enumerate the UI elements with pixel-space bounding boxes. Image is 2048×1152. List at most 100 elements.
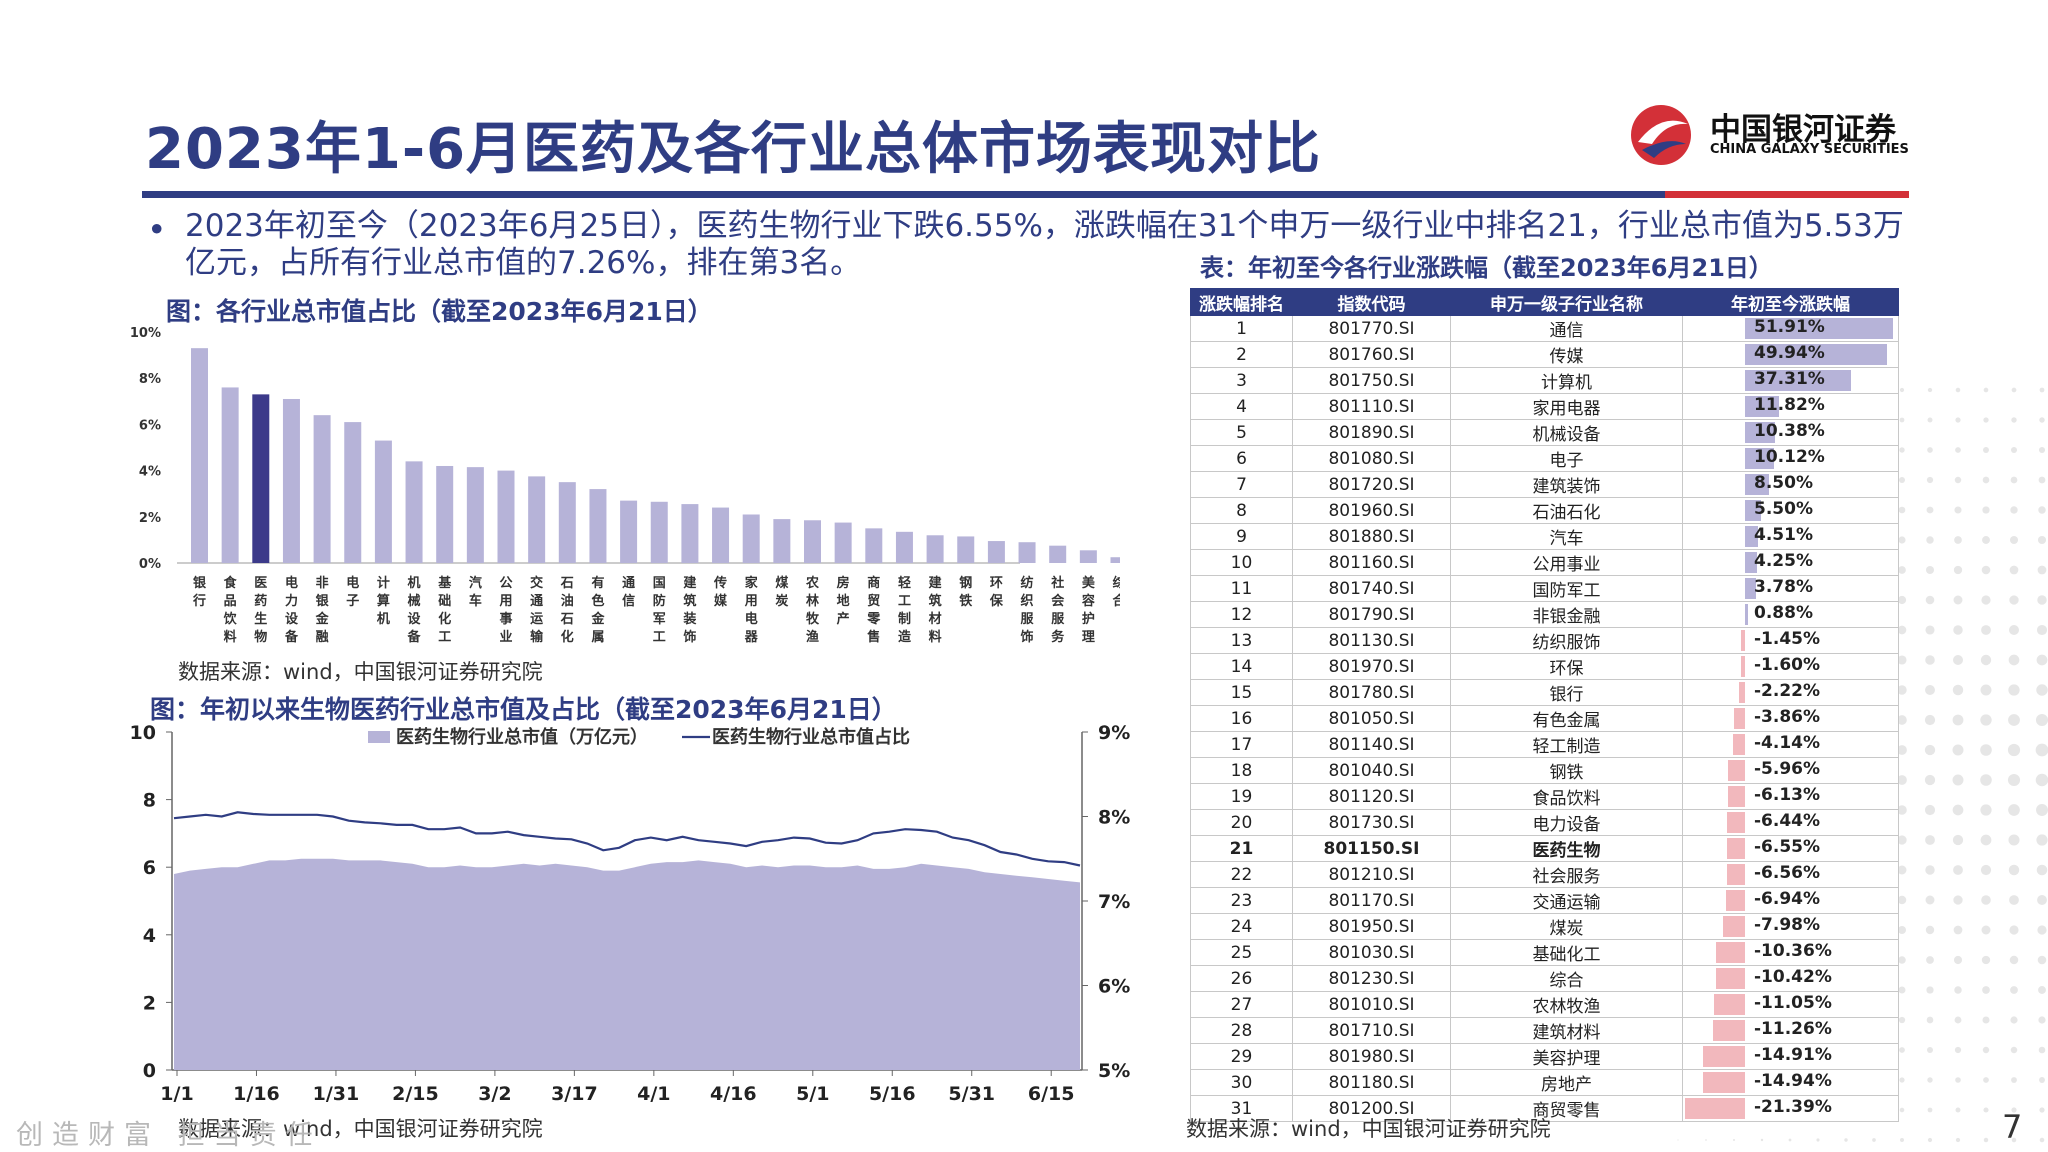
- table-row: 18 801040.SI 钢铁 -5.96%: [1190, 757, 1899, 784]
- rank-cell: 26: [1190, 965, 1293, 992]
- name-cell: 石油石化: [1450, 497, 1683, 524]
- change-value: -1.45%: [1754, 629, 1821, 649]
- rank-cell: 3: [1190, 367, 1293, 394]
- change-bar: [1733, 734, 1745, 755]
- name-cell: 商贸零售: [1450, 1095, 1683, 1122]
- chart1-category-label: 综合: [1112, 575, 1120, 609]
- table-row: 26 801230.SI 综合 -10.42%: [1190, 965, 1899, 992]
- change-cell: -1.60%: [1682, 653, 1899, 680]
- industry-market-cap-share-chart: 0% 2% 4% 6% 8% 10% 银行 食品饮料 医药生物 电力设备 非银金融 电子 计算机 机械设备…: [130, 326, 1120, 645]
- code-cell: 801960.SI: [1292, 497, 1451, 524]
- change-cell: -6.94%: [1682, 887, 1899, 914]
- chart2-left-tick-label: 8: [143, 790, 156, 812]
- code-cell: 801040.SI: [1292, 757, 1451, 784]
- name-cell: 煤炭: [1450, 913, 1683, 940]
- chart1-bar: [742, 514, 760, 563]
- name-cell: 通信: [1450, 315, 1683, 342]
- chart1-bar: [405, 461, 423, 563]
- chart2-share-line: [173, 811, 1081, 867]
- chart1-category-label: 商贸零售: [866, 575, 881, 645]
- name-cell: 电力设备: [1450, 809, 1683, 836]
- table-row: 25 801030.SI 基础化工 -10.36%: [1190, 939, 1899, 966]
- chart2-right-tick-label: 7%: [1098, 891, 1130, 913]
- table-row: 13 801130.SI 纺织服饰 -1.45%: [1190, 627, 1899, 654]
- code-cell: 801950.SI: [1292, 913, 1451, 940]
- chart1-category-label: 农林牧渔: [805, 575, 820, 645]
- change-bar: [1715, 968, 1745, 989]
- chart2-x-tick-label: 3/17: [551, 1083, 598, 1105]
- rank-cell: 22: [1190, 861, 1293, 888]
- change-cell: 11.82%: [1682, 393, 1899, 420]
- change-cell: -10.36%: [1682, 939, 1899, 966]
- change-cell: -6.44%: [1682, 809, 1899, 836]
- table-row: 7 801720.SI 建筑装饰 8.50%: [1190, 471, 1899, 498]
- change-cell: -6.13%: [1682, 783, 1899, 810]
- name-cell: 轻工制造: [1450, 731, 1683, 758]
- table-row: 4 801110.SI 家用电器 11.82%: [1190, 393, 1899, 420]
- change-value: 51.91%: [1754, 317, 1825, 337]
- change-cell: 8.50%: [1682, 471, 1899, 498]
- chart1-bar: [987, 541, 1005, 563]
- table-row: 31 801200.SI 商贸零售 -21.39%: [1190, 1095, 1899, 1122]
- chart1-bar: [344, 422, 362, 563]
- code-cell: 801160.SI: [1292, 549, 1451, 576]
- rank-cell: 8: [1190, 497, 1293, 524]
- name-cell: 计算机: [1450, 367, 1683, 394]
- table-row: 21 801150.SI 医药生物 -6.55%: [1190, 835, 1899, 862]
- chart1-bar: [681, 504, 699, 563]
- chart1-bar: [1110, 557, 1120, 563]
- chart2-right-tick-label: 5%: [1098, 1060, 1130, 1082]
- chart1-bar: [313, 415, 331, 563]
- table-row: 22 801210.SI 社会服务 -6.56%: [1190, 861, 1899, 888]
- chart1-category-label: 机械设备: [407, 575, 422, 645]
- chart1-category-label: 基础化工: [437, 575, 452, 645]
- column-header-code: 指数代码: [1292, 288, 1451, 316]
- change-cell: 51.91%: [1682, 315, 1899, 342]
- chart1-category-label: 公用事业: [498, 576, 512, 645]
- code-cell: 801150.SI: [1292, 835, 1451, 862]
- change-bar: [1726, 838, 1745, 859]
- chart1-category-label: 银行: [192, 575, 207, 609]
- name-cell: 家用电器: [1450, 393, 1683, 420]
- name-cell: 电子: [1450, 445, 1683, 472]
- chart1-y-tick-label: 6%: [139, 418, 161, 433]
- chart1-category-label: 通信: [622, 575, 635, 609]
- table-row: 5 801890.SI 机械设备 10.38%: [1190, 419, 1899, 446]
- rank-cell: 21: [1190, 835, 1293, 862]
- table-row: 11 801740.SI 国防军工 3.78%: [1190, 575, 1899, 602]
- rank-cell: 19: [1190, 783, 1293, 810]
- code-cell: 801140.SI: [1292, 731, 1451, 758]
- change-value: -6.13%: [1754, 785, 1821, 805]
- change-cell: -21.39%: [1682, 1095, 1899, 1122]
- logo-text-en: CHINA GALAXY SECURITIES: [1710, 142, 1909, 157]
- chart1-bar: [1018, 542, 1036, 563]
- change-value: -5.96%: [1754, 759, 1821, 779]
- change-cell: 3.78%: [1682, 575, 1899, 602]
- rank-cell: 2: [1190, 341, 1293, 368]
- title-underline: [142, 191, 1899, 198]
- logo-emblem-icon: [1631, 105, 1691, 165]
- name-cell: 纺织服饰: [1450, 627, 1683, 654]
- chart1-category-label: 煤炭: [775, 575, 788, 609]
- change-bar: [1726, 812, 1745, 833]
- name-cell: 医药生物: [1450, 835, 1683, 862]
- name-cell: 基础化工: [1450, 939, 1683, 966]
- chart2-x-tick-label: 5/1: [796, 1083, 829, 1105]
- change-cell: -14.94%: [1682, 1069, 1899, 1096]
- chart1-y-tick-label: 2%: [139, 511, 161, 526]
- code-cell: 801200.SI: [1292, 1095, 1451, 1122]
- table-header-row: 涨跌幅排名 指数代码 申万一级子行业名称 年初至今涨跌幅: [1190, 288, 1899, 316]
- change-cell: 0.88%: [1682, 601, 1899, 628]
- code-cell: 801010.SI: [1292, 991, 1451, 1018]
- change-cell: -14.91%: [1682, 1043, 1899, 1070]
- chart1-category-label: 钢铁: [958, 575, 972, 609]
- name-cell: 社会服务: [1450, 861, 1683, 888]
- change-bar: [1722, 916, 1745, 937]
- name-cell: 建筑材料: [1450, 1017, 1683, 1044]
- chart2-left-tick-label: 2: [143, 992, 156, 1014]
- change-value: -6.44%: [1754, 811, 1821, 831]
- chart1-category-label: 非银金融: [315, 575, 330, 645]
- chart1-bar: [834, 522, 852, 563]
- code-cell: 801110.SI: [1292, 393, 1451, 420]
- chart1-y-tick-label: 10%: [130, 326, 161, 341]
